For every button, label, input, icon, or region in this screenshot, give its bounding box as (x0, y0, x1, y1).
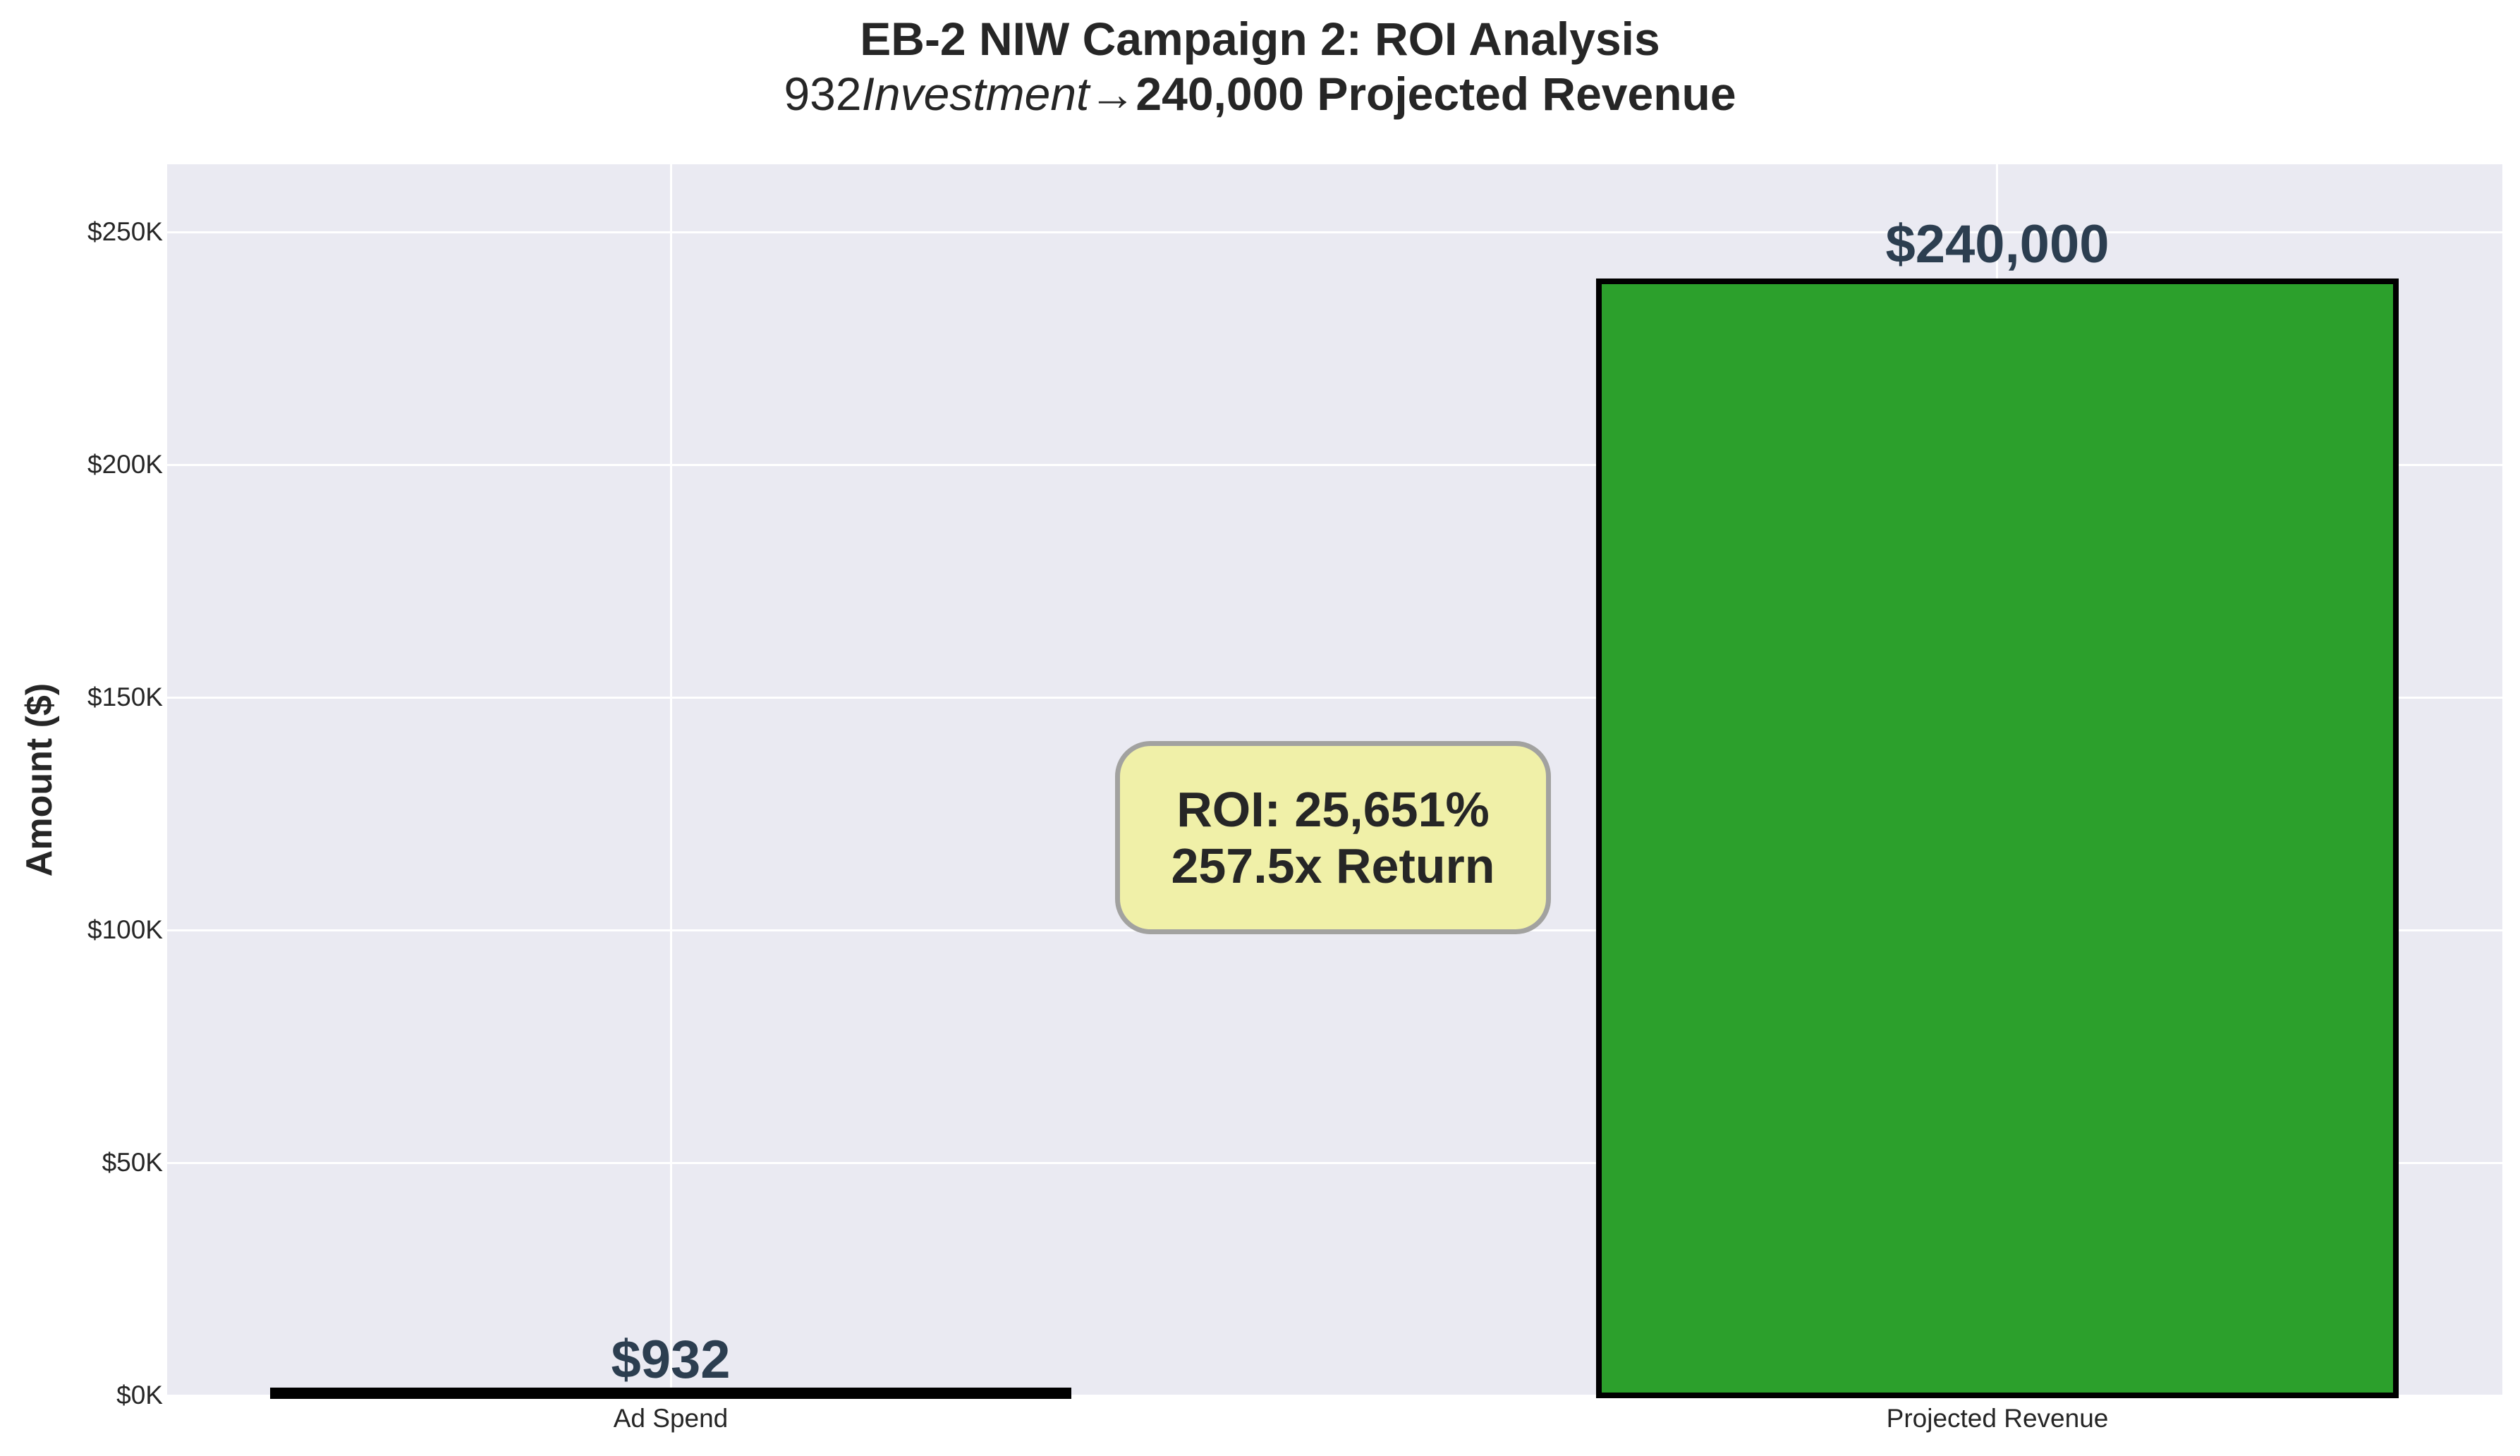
y-tick-200k: $200K (87, 450, 163, 479)
roi-multiplier: 257.5x Return (1171, 838, 1495, 893)
subtitle-revenue: 240,000 Projected Revenue (1136, 68, 1736, 120)
roi-annotation: ROI: 25,651% 257.5x Return (1115, 741, 1551, 934)
y-axis-label: Amount ($) (19, 683, 60, 877)
y-tick-50k: $50K (102, 1148, 163, 1177)
plot-area: $0K $50K $100K $150K $200K $250K $932 $2… (87, 164, 2502, 1433)
gridline-150k (167, 697, 2502, 699)
gridline-50k (167, 1162, 2502, 1164)
chart-subtitle: 932Investment→240,000 Projected Revenue (0, 65, 2520, 123)
y-tick-150k: $150K (87, 683, 163, 711)
gridline-200k (167, 464, 2502, 466)
y-tick-0: $0K (116, 1381, 163, 1409)
y-tick-250k: $250K (87, 217, 163, 246)
x-tick-projected-revenue: Projected Revenue (1886, 1404, 2109, 1433)
gridline-0 (167, 1395, 2502, 1397)
gridline-250k (167, 231, 2502, 233)
bar-ad-spend[interactable] (270, 1388, 1071, 1399)
x-tick-ad-spend: Ad Spend (613, 1404, 729, 1433)
subtitle-investment-label: Investment (861, 68, 1090, 120)
subtitle-investment-amount: 932 (784, 68, 862, 120)
bar-label-ad-spend: $932 (611, 1330, 731, 1390)
y-tick-100k: $100K (87, 915, 163, 944)
bar-projected-revenue[interactable] (1596, 279, 2399, 1398)
bar-label-projected-revenue: $240,000 (1885, 214, 2110, 274)
gridline-ad-spend (670, 164, 672, 1395)
chart-title: EB-2 NIW Campaign 2: ROI Analysis (860, 13, 1660, 65)
roi-percentage: ROI: 25,651% (1176, 782, 1490, 837)
arrow-icon: → (1089, 68, 1136, 120)
